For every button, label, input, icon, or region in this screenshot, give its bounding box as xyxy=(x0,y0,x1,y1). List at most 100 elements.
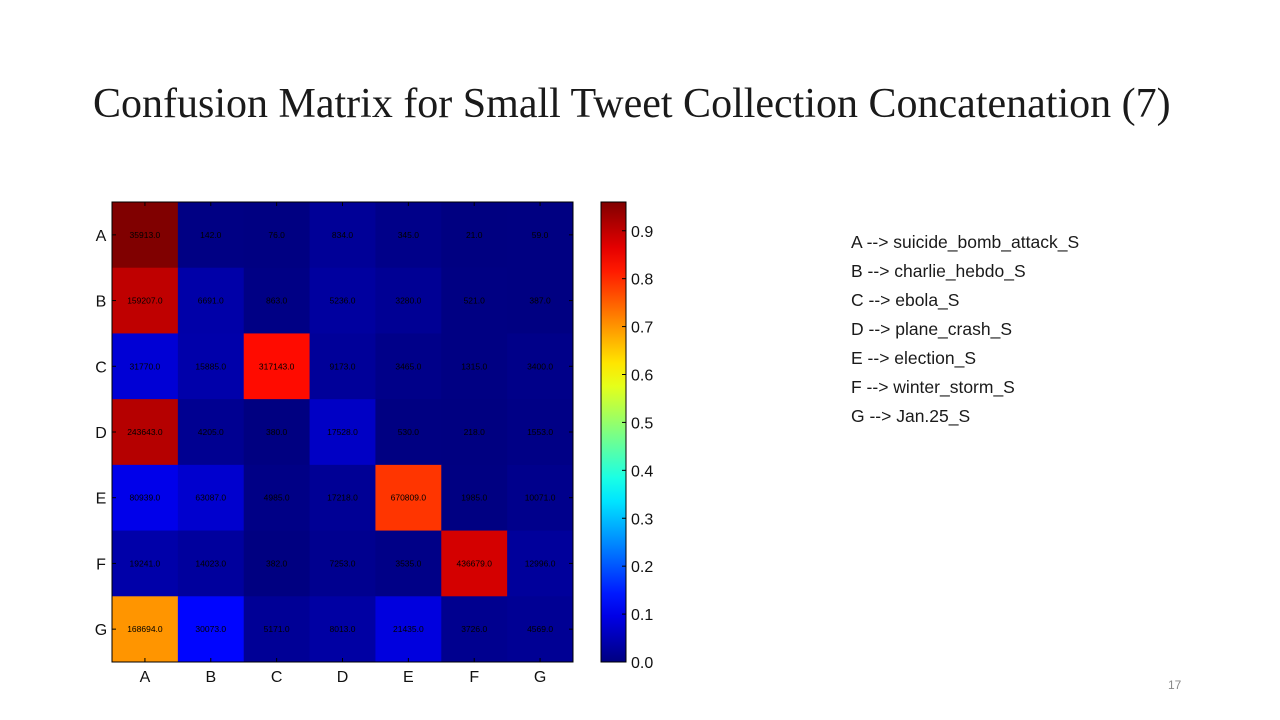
cell-label: 80939.0 xyxy=(130,493,161,503)
heatmap-cell xyxy=(375,464,442,532)
cell-label: 4569.0 xyxy=(527,624,553,634)
heatmap-cell xyxy=(441,399,508,466)
slide-title: Confusion Matrix for Small Tweet Collect… xyxy=(93,81,1171,127)
cell-label: 670809.0 xyxy=(391,493,427,503)
cell-label: 530.0 xyxy=(398,427,420,437)
cell-label: 142.0 xyxy=(200,230,222,240)
heatmap-cell xyxy=(309,530,376,597)
heatmap-cell xyxy=(243,333,311,400)
x-tick-label: D xyxy=(337,669,349,686)
heatmap-cell xyxy=(375,399,442,466)
colorbar-tick-label: 0.3 xyxy=(631,511,653,528)
cell-label: 168694.0 xyxy=(127,624,163,634)
axes: A B C D E F G A B C D E F G xyxy=(95,202,573,686)
colorbar-tick-label: 0.9 xyxy=(631,224,653,241)
y-tick-label: F xyxy=(96,556,106,573)
heatmap-cell xyxy=(112,464,179,532)
colorbar-tick-label: 0.7 xyxy=(631,320,653,337)
cell-label: 3465.0 xyxy=(395,361,421,371)
cell-label: 1315.0 xyxy=(461,361,487,371)
heatmap-cell xyxy=(177,464,245,532)
legend-item: C --> ebola_S xyxy=(851,290,960,310)
cell-label: 521.0 xyxy=(464,296,486,306)
cell-label: 14023.0 xyxy=(195,558,226,568)
heatmap-cell xyxy=(243,596,311,663)
heatmap-cell xyxy=(112,333,179,400)
colorbar-tick-label: 0.0 xyxy=(631,655,653,672)
heatmap-cell xyxy=(112,596,179,663)
cell-label: 436679.0 xyxy=(456,558,492,568)
heatmap-cell xyxy=(309,267,376,334)
colorbar xyxy=(600,201,627,663)
heatmap-cell xyxy=(177,399,245,466)
heatmap-cell xyxy=(507,333,574,400)
cell-label: 3535.0 xyxy=(395,558,421,568)
cell-label: 380.0 xyxy=(266,427,288,437)
cell-label: 387.0 xyxy=(529,296,551,306)
heatmap-cell xyxy=(243,464,311,532)
colorbar-tick-label: 0.1 xyxy=(631,607,653,624)
heatmap-cell xyxy=(375,530,442,597)
cell-label: 243643.0 xyxy=(127,427,163,437)
cell-label: 8013.0 xyxy=(330,624,356,634)
cell-label: 21435.0 xyxy=(393,624,424,634)
cell-labels: 35913.0 142.0 76.0 834.0 345.0 21.0 59.0 159207… xyxy=(127,230,556,634)
cell-label: 1985.0 xyxy=(461,493,487,503)
x-tick-label: E xyxy=(403,669,414,686)
cell-label: 317143.0 xyxy=(259,361,295,371)
colorbar-tick-label: 0.4 xyxy=(631,463,653,480)
colorbar-tick-label: 0.5 xyxy=(631,415,653,432)
heatmap-cell xyxy=(112,530,179,597)
colorbar-ticks: 0.0 0.1 0.2 0.3 0.4 0.5 0.6 0.7 0.8 0.9 xyxy=(622,224,653,672)
heatmap-cell xyxy=(309,399,376,466)
y-tick-label: D xyxy=(95,425,107,442)
heatmap-cell xyxy=(507,530,574,597)
cell-label: 159207.0 xyxy=(127,296,163,306)
heatmap-cell xyxy=(375,267,442,334)
heatmap-cell xyxy=(309,464,376,532)
heatmap-cells xyxy=(112,202,574,663)
colorbar-tick-label: 0.8 xyxy=(631,272,653,289)
cell-label: 3280.0 xyxy=(395,296,421,306)
heatmap-cell xyxy=(507,202,574,269)
legend-item: B --> charlie_hebdo_S xyxy=(851,261,1026,281)
category-legend: A --> suicide_bomb_attack_S B --> charlie… xyxy=(851,228,1079,431)
cell-label: 3400.0 xyxy=(527,361,553,371)
cell-label: 17528.0 xyxy=(327,427,358,437)
x-tick-label: F xyxy=(469,669,479,686)
heatmap-cell xyxy=(112,202,179,269)
heatmap-cell xyxy=(177,333,245,400)
legend-item: E --> election_S xyxy=(851,348,976,368)
y-tick-label: A xyxy=(96,228,107,245)
y-tick-label: B xyxy=(96,294,107,311)
heatmap-cell xyxy=(441,333,508,400)
heatmap-cell xyxy=(507,399,574,466)
heatmap-cell xyxy=(112,267,179,334)
cell-label: 12996.0 xyxy=(525,558,556,568)
cell-label: 218.0 xyxy=(464,427,486,437)
cell-label: 31770.0 xyxy=(130,361,161,371)
y-tick-label: G xyxy=(95,622,107,639)
heatmap-cell xyxy=(177,267,245,334)
x-tick-label: G xyxy=(534,669,546,686)
cell-label: 17218.0 xyxy=(327,493,358,503)
cell-label: 21.0 xyxy=(466,230,483,240)
cell-label: 19241.0 xyxy=(130,558,161,568)
heatmap-cell xyxy=(309,202,376,269)
heatmap-cell xyxy=(375,333,442,400)
cell-label: 10071.0 xyxy=(525,493,556,503)
cell-label: 7253.0 xyxy=(330,558,356,568)
heatmap-cell xyxy=(177,596,245,663)
legend-item: D --> plane_crash_S xyxy=(851,319,1012,339)
cell-label: 4985.0 xyxy=(264,493,290,503)
cell-label: 63087.0 xyxy=(195,493,226,503)
cell-label: 1553.0 xyxy=(527,427,553,437)
heatmap-cell xyxy=(507,464,574,532)
heatmap-cell xyxy=(375,202,442,269)
cell-label: 9173.0 xyxy=(330,361,356,371)
cell-label: 59.0 xyxy=(532,230,549,240)
x-tick-label: A xyxy=(140,669,151,686)
x-tick-label: B xyxy=(205,669,216,686)
heatmap-cell xyxy=(243,530,311,597)
